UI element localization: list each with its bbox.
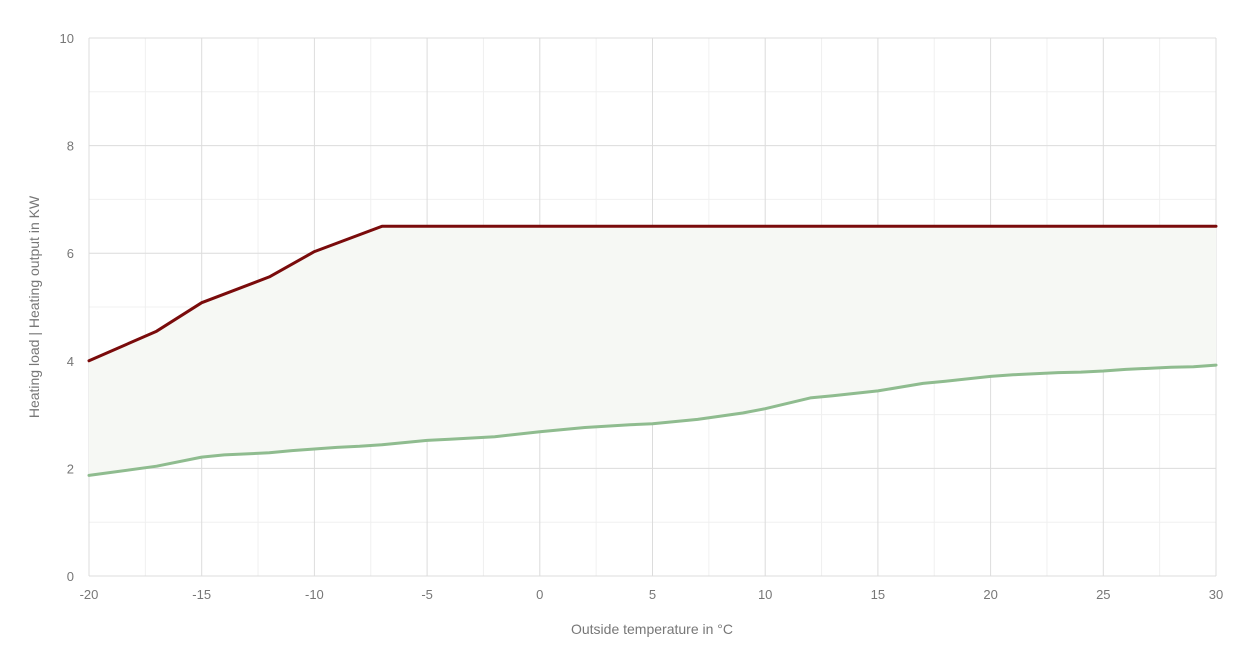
series-layer xyxy=(87,224,1218,477)
y-tick-label: 8 xyxy=(67,139,74,154)
fill-area-layer xyxy=(89,226,1216,476)
x-tick-label: 30 xyxy=(1209,587,1223,602)
x-tick-label: 10 xyxy=(758,587,772,602)
x-tick-label: 25 xyxy=(1096,587,1110,602)
series-line-1 xyxy=(87,224,1218,363)
x-tick-label: -20 xyxy=(80,587,99,602)
x-tick-label: -5 xyxy=(421,587,433,602)
x-tick-label: 15 xyxy=(871,587,885,602)
x-tick-label: -15 xyxy=(192,587,211,602)
y-tick-label: 10 xyxy=(60,31,74,46)
y-tick-label: 6 xyxy=(67,246,74,261)
y-tick-label: 2 xyxy=(67,461,74,476)
y-tick-label: 0 xyxy=(67,569,74,584)
y-axis-title: Heating load | Heating output in KW xyxy=(26,195,42,418)
x-tick-label: -10 xyxy=(305,587,324,602)
x-tick-label: 20 xyxy=(983,587,997,602)
x-tick-labels: -20 -15 -10 -5 0 5 10 15 20 25 30 xyxy=(80,587,1224,602)
fill-between-area xyxy=(89,226,1216,476)
x-axis-title: Outside temperature in °C xyxy=(571,621,733,637)
y-tick-labels: 0 2 4 6 8 10 xyxy=(60,31,74,584)
x-tick-label: 0 xyxy=(536,587,543,602)
series-line-2 xyxy=(87,363,1218,477)
x-tick-label: 5 xyxy=(649,587,656,602)
y-tick-label: 4 xyxy=(67,354,74,369)
